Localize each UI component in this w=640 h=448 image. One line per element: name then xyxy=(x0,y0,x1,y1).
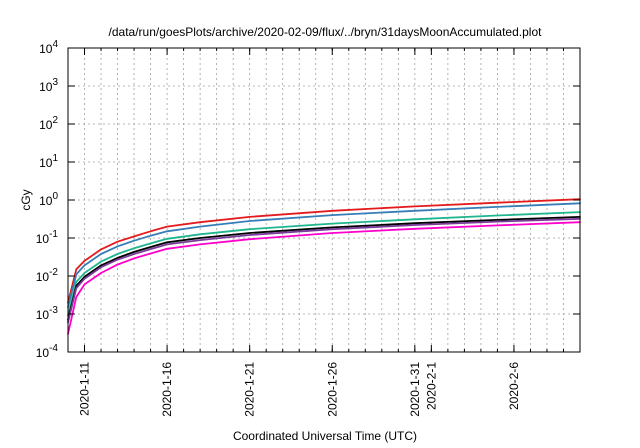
axes: 10-4 10-3 10-2 10-1 100 101 102 103 104 2020-1-11… xyxy=(36,39,580,417)
series-line-1 xyxy=(67,198,581,304)
y-axis-label: cGy xyxy=(19,189,33,210)
x-tick-label: 2020-1-21 xyxy=(243,362,257,417)
series-line-6 xyxy=(67,221,581,335)
y-tick-label: 100 xyxy=(39,191,58,208)
grid xyxy=(68,48,580,352)
series-line-5 xyxy=(67,217,581,324)
y-tick-label: 101 xyxy=(39,153,58,170)
series-line-2 xyxy=(67,202,581,309)
series-line-4 xyxy=(67,216,581,321)
series-layer xyxy=(67,198,581,335)
y-tick-label: 10-3 xyxy=(36,305,59,322)
y-tick-label: 10-4 xyxy=(36,343,59,360)
x-tick-label: 2020-1-16 xyxy=(160,362,174,417)
x-tick-label: 2020-2-1 xyxy=(424,362,438,410)
x-tick-label: 2020-1-31 xyxy=(408,362,422,417)
chart-title: /data/run/goesPlots/archive/2020-02-09/f… xyxy=(109,25,543,39)
y-tick-label: 102 xyxy=(39,115,58,132)
x-tick-label: 2020-1-11 xyxy=(78,362,92,416)
x-tick-label: 2020-1-26 xyxy=(325,362,339,417)
x-tick-label: 2020-2-6 xyxy=(507,362,521,410)
y-tick-label: 104 xyxy=(39,39,58,56)
y-tick-label: 10-1 xyxy=(36,229,59,246)
series-line-3 xyxy=(67,211,581,317)
y-tick-label: 10-2 xyxy=(36,267,59,284)
plot-frame xyxy=(67,47,581,353)
y-tick-label: 103 xyxy=(39,77,58,94)
x-axis-label: Coordinated Universal Time (UTC) xyxy=(233,429,417,443)
